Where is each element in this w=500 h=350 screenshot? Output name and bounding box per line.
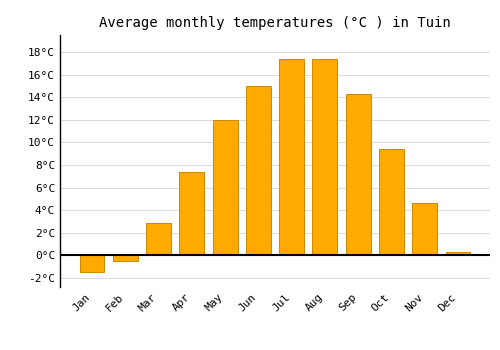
Bar	[212, 120, 238, 256]
Bar	[146, 223, 171, 256]
Bar	[412, 203, 437, 256]
Title: Average monthly temperatures (°C ) in Tuin: Average monthly temperatures (°C ) in Tu…	[99, 16, 451, 30]
Bar	[246, 86, 271, 256]
Bar	[80, 256, 104, 272]
Bar	[180, 172, 204, 256]
Bar	[446, 252, 470, 256]
Bar	[379, 149, 404, 256]
Bar	[279, 59, 304, 256]
Bar	[113, 256, 138, 261]
Bar	[312, 59, 338, 256]
Bar	[346, 94, 370, 256]
